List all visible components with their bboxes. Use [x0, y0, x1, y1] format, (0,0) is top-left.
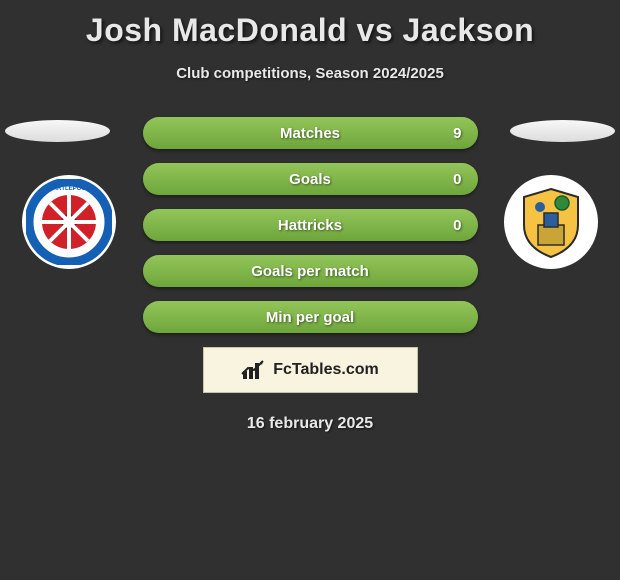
stat-pill-hattricks: Hattricks 0 [143, 209, 478, 241]
svg-text:HARTLEPOOL: HARTLEPOOL [48, 186, 90, 192]
stat-label: Goals [143, 171, 478, 188]
stat-label: Goals per match [143, 263, 478, 280]
stat-pill-min-per-goal: Min per goal [143, 301, 478, 333]
left-player-silhouette [5, 120, 110, 142]
comparison-area: HARTLEPOOL Matches 9 Goals 0 Hattricks 0 [0, 117, 620, 433]
branding-text: FcTables.com [273, 361, 379, 379]
stat-value: 9 [453, 125, 461, 142]
bar-chart-icon [241, 359, 267, 381]
stat-pill-matches: Matches 9 [143, 117, 478, 149]
stat-label: Matches [143, 125, 478, 142]
stat-pill-goals-per-match: Goals per match [143, 255, 478, 287]
stat-pill-goals: Goals 0 [143, 163, 478, 195]
right-club-crest [504, 175, 598, 269]
stat-label: Min per goal [143, 309, 478, 326]
sutton-crest-icon [508, 179, 594, 265]
stat-value: 0 [453, 217, 461, 234]
stats-column: Matches 9 Goals 0 Hattricks 0 Goals per … [143, 117, 478, 333]
page-subtitle: Club competitions, Season 2024/2025 [0, 65, 620, 82]
page-title: Josh MacDonald vs Jackson [0, 0, 620, 49]
hartlepool-crest-icon: HARTLEPOOL [26, 179, 112, 265]
right-player-silhouette [510, 120, 615, 142]
branding-box: FcTables.com [203, 347, 418, 393]
stat-label: Hattricks [143, 217, 478, 234]
left-club-crest: HARTLEPOOL [22, 175, 116, 269]
stat-value: 0 [453, 171, 461, 188]
date-line: 16 february 2025 [0, 415, 620, 433]
